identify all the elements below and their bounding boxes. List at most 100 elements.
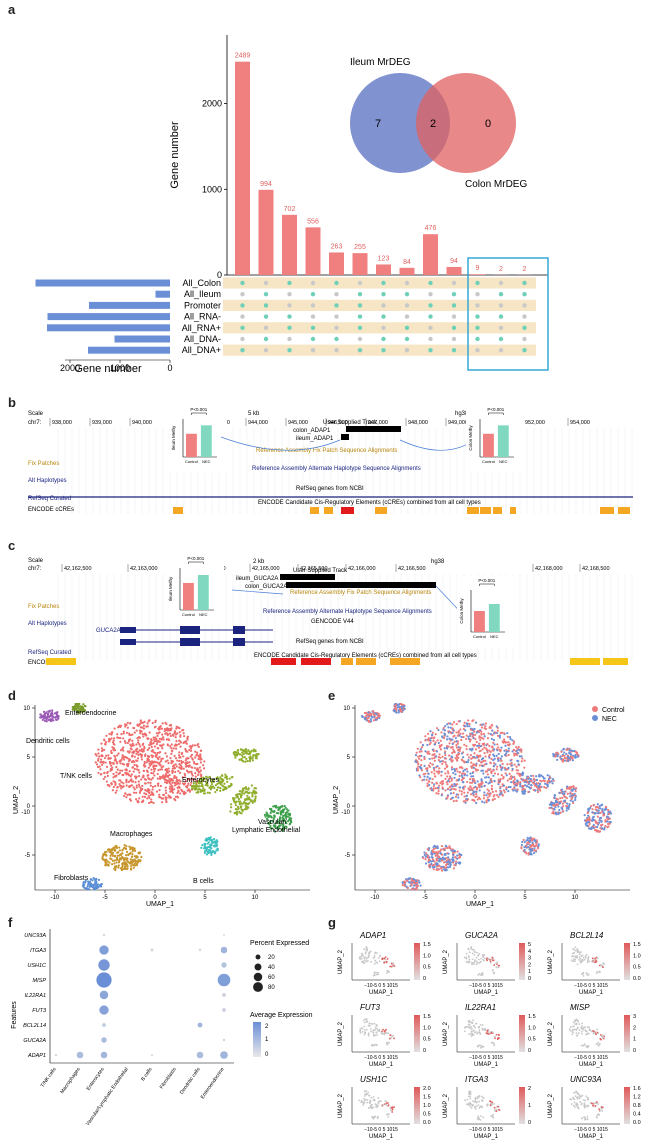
umap-point: [269, 811, 272, 815]
umap-point: [431, 849, 434, 852]
umap-point: [283, 804, 286, 808]
umap-point: [470, 781, 474, 785]
feature-point: [465, 957, 468, 960]
feature-point: [471, 1021, 474, 1024]
upset-row-label: All_Colon: [182, 278, 221, 288]
umap-point: [563, 790, 566, 793]
umap-point: [105, 754, 108, 757]
umap-point: [482, 797, 485, 800]
feature-point: [475, 1097, 477, 1100]
umap-point: [456, 857, 459, 860]
umap-point: [556, 801, 559, 804]
umap-point: [509, 775, 513, 778]
feature-point: [470, 1035, 473, 1037]
browser-tick: 952,000: [525, 420, 545, 426]
feature-point: [368, 1094, 371, 1097]
umap-point: [229, 782, 233, 786]
umap-point: [469, 733, 472, 736]
umap-point: [189, 747, 193, 750]
c-encode-text: ENCODE Candidate Cis-Regulatory Elements…: [254, 653, 477, 659]
umap-point: [509, 737, 512, 741]
umap-point: [471, 764, 474, 767]
f-dot: [102, 933, 106, 937]
umap-point: [490, 770, 493, 773]
umap-point: [134, 748, 138, 751]
umap-point: [208, 786, 211, 789]
feature-point: [496, 961, 499, 963]
umap-point: [272, 817, 275, 821]
feature-point: [367, 1024, 370, 1027]
umap-point: [513, 775, 516, 779]
umap-point: [448, 862, 451, 865]
inset-ylabel: Colon Methy: [468, 425, 473, 451]
feature-point: [374, 1103, 377, 1105]
f-dot: [127, 1009, 129, 1011]
umap-point: [132, 859, 135, 863]
umap-point: [138, 785, 141, 788]
umap-point: [497, 773, 500, 776]
c-assembly: hg38: [431, 559, 445, 565]
umap-point: [120, 733, 123, 736]
umap-point: [133, 849, 137, 852]
umap-point: [473, 752, 476, 755]
umap-point: [562, 748, 565, 751]
umap-point: [177, 754, 181, 757]
umap-point: [184, 791, 187, 794]
umap-point: [102, 777, 105, 781]
umap-point: [94, 880, 97, 883]
umap-point: [442, 726, 445, 730]
feature-point: [493, 1106, 496, 1109]
umap-point: [95, 882, 98, 886]
umap-point: [498, 793, 501, 796]
umap-xtick: 5: [203, 895, 207, 901]
umap-point: [438, 760, 442, 763]
umap-point: [160, 768, 164, 771]
umap-point: [132, 751, 135, 755]
feature-point: [366, 1093, 368, 1096]
umap-point: [149, 793, 152, 796]
feature-point: [478, 1044, 481, 1047]
feature-point: [371, 1103, 373, 1106]
umap-point: [216, 840, 219, 843]
feature-point: [578, 953, 581, 956]
umap-point: [224, 773, 227, 776]
feature-point: [365, 1020, 368, 1023]
c-ileum-track: ileum_GUCA2A: [236, 576, 278, 582]
umap-point: [131, 780, 135, 783]
umap-point: [157, 732, 160, 735]
f-dot: [221, 962, 227, 968]
upset-dot: [357, 325, 363, 330]
umap-point: [431, 757, 434, 760]
upset-dot: [498, 325, 504, 330]
umap-point: [607, 822, 610, 826]
umap-point: [132, 866, 135, 869]
umap-point: [435, 792, 438, 795]
umap-point: [463, 743, 466, 746]
umap-point: [562, 794, 566, 797]
umap-xtick: -5: [422, 895, 428, 901]
umap-point: [523, 759, 526, 762]
umap-point: [452, 800, 455, 803]
f-celltype-label: Macrophages: [59, 1066, 82, 1095]
umap-point: [122, 749, 125, 752]
umap-point: [451, 751, 454, 755]
umap-point: [152, 767, 156, 770]
d-ylabel: UMAP_2: [13, 786, 20, 814]
umap-point: [551, 782, 554, 785]
umap-point: [144, 778, 148, 781]
umap-point: [279, 817, 282, 820]
umap-point: [147, 781, 150, 784]
umap-point: [475, 790, 478, 793]
umap-point: [456, 783, 459, 786]
umap-point: [444, 750, 447, 753]
umap-point: [600, 820, 603, 823]
umap-point: [361, 715, 364, 719]
b-kb: 5 kb: [248, 411, 260, 417]
feature-point: [467, 1023, 470, 1026]
umap-point: [148, 747, 151, 750]
umap-point: [561, 759, 564, 763]
e-legend-control: Control: [602, 707, 625, 714]
f-gene-label: FUT3: [32, 1008, 47, 1014]
feature-point: [366, 947, 368, 950]
umap-point: [474, 748, 478, 751]
